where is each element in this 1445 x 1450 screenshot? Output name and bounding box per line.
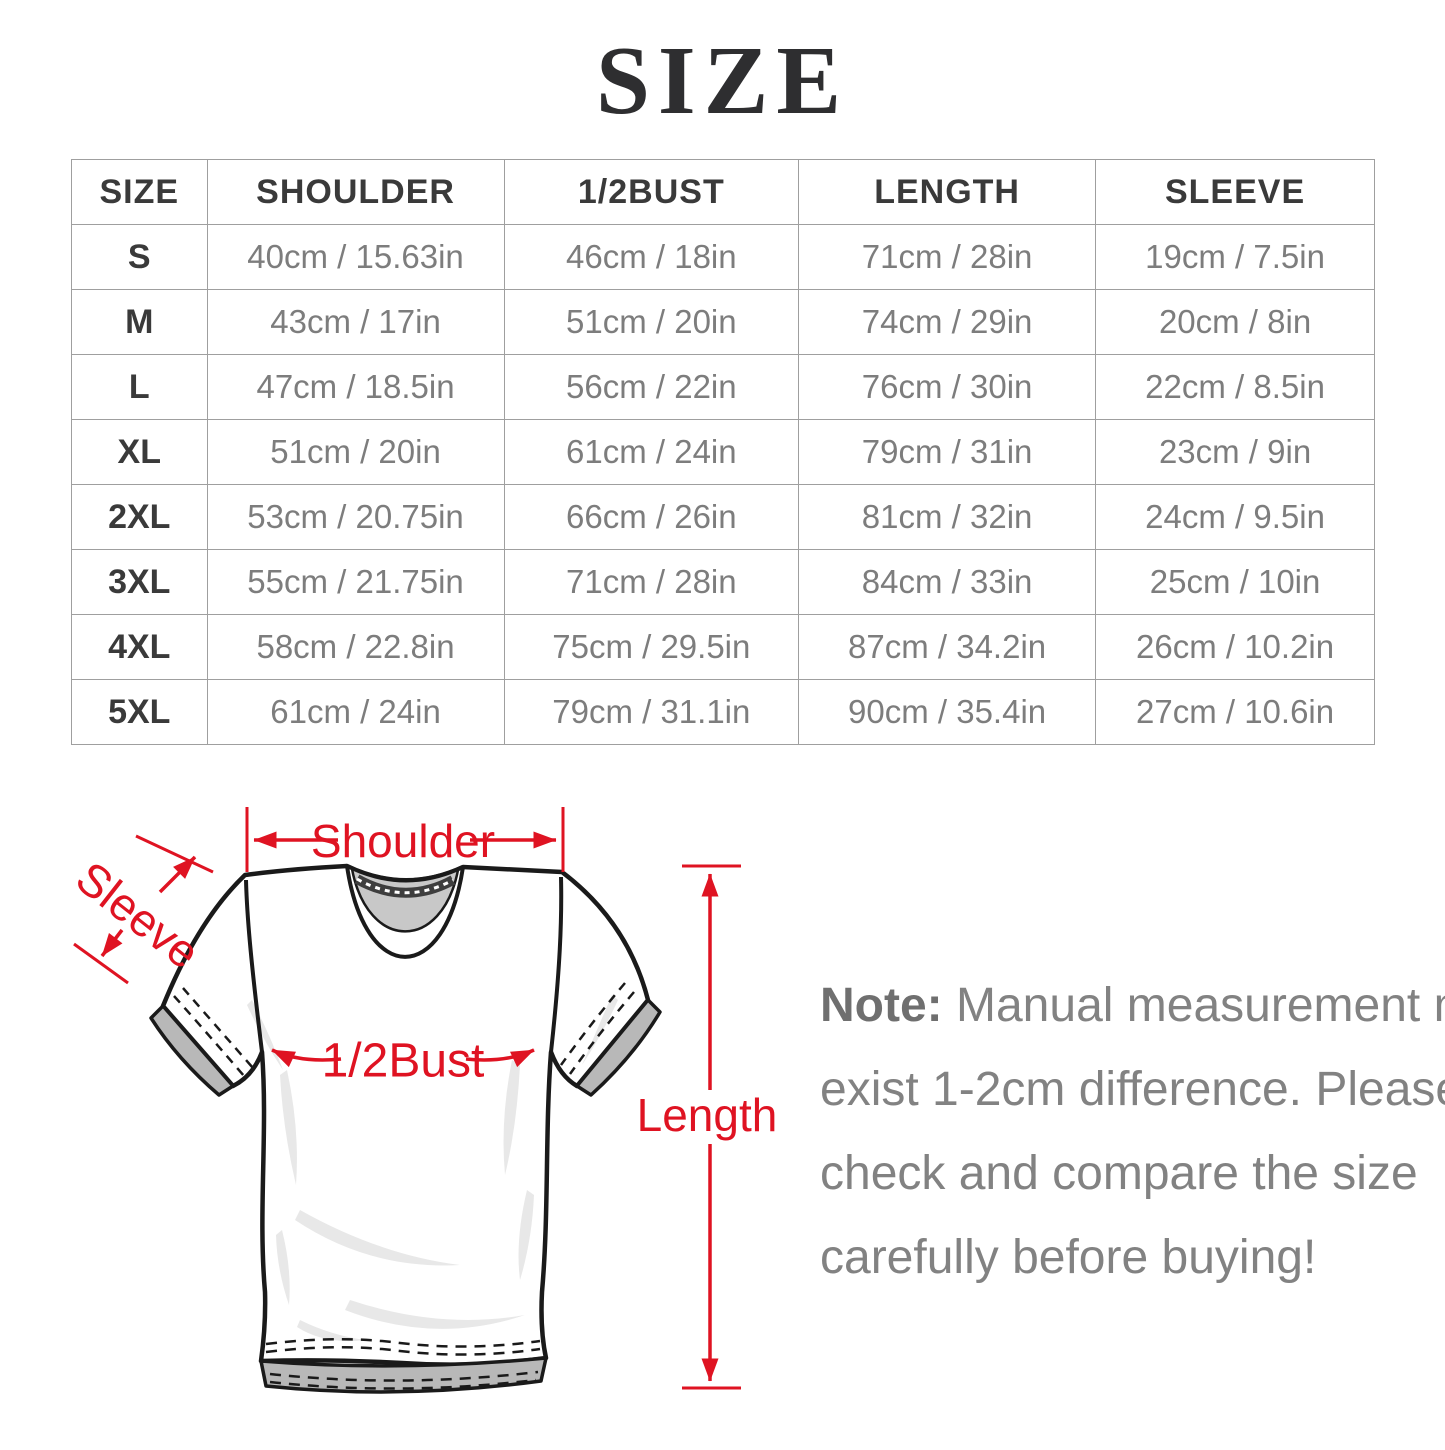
- length-cell: 76cm / 30in: [798, 354, 1097, 420]
- bust-cell: 51cm / 20in: [503, 289, 800, 355]
- sleeve-cell: 20cm / 8in: [1095, 289, 1375, 355]
- shoulder-cell: 51cm / 20in: [206, 419, 505, 485]
- note-label: Note:: [820, 979, 943, 1032]
- note-block: Note: Manual measurement may exist 1-2cm…: [820, 964, 1445, 1300]
- note-line: carefully before buying!: [820, 1231, 1317, 1284]
- tshirt-drawing: [149, 863, 662, 1394]
- length-cell: 74cm / 29in: [798, 289, 1097, 355]
- sleeve-label: Sleeve: [67, 851, 210, 979]
- size-cell: 5XL: [71, 679, 208, 745]
- sleeve-cell: 25cm / 10in: [1095, 549, 1375, 615]
- note-line: Note: Manual measurement may: [820, 964, 1445, 1048]
- shoulder-measure: Shoulder: [245, 807, 565, 872]
- table-row: XL 51cm / 20in 61cm / 24in 79cm / 31in 2…: [71, 419, 1375, 485]
- length-measure: Length: [637, 864, 778, 1390]
- table-row: 4XL 58cm / 22.8in 75cm / 29.5in 87cm / 3…: [71, 614, 1375, 680]
- table-row: 3XL 55cm / 21.75in 71cm / 28in 84cm / 33…: [71, 549, 1375, 615]
- note-text: Manual measurement may: [956, 979, 1445, 1032]
- table-row: L 47cm / 18.5in 56cm / 22in 76cm / 30in …: [71, 354, 1375, 420]
- page-title: SIZE: [595, 27, 850, 134]
- length-cell: 81cm / 32in: [798, 484, 1097, 550]
- bust-cell: 46cm / 18in: [503, 224, 800, 290]
- shoulder-cell: 53cm / 20.75in: [206, 484, 505, 550]
- bust-cell: 79cm / 31.1in: [503, 679, 800, 745]
- column-header-size: SIZE: [71, 159, 208, 225]
- column-header-length: LENGTH: [798, 159, 1097, 225]
- size-cell: 3XL: [71, 549, 208, 615]
- sleeve-cell: 23cm / 9in: [1095, 419, 1375, 485]
- shoulder-label: Shoulder: [311, 815, 495, 867]
- sleeve-cell: 26cm / 10.2in: [1095, 614, 1375, 680]
- size-cell: 4XL: [71, 614, 208, 680]
- length-cell: 71cm / 28in: [798, 224, 1097, 290]
- sleeve-cell: 19cm / 7.5in: [1095, 224, 1375, 290]
- sleeve-cell: 24cm / 9.5in: [1095, 484, 1375, 550]
- size-cell: M: [71, 289, 208, 355]
- size-cell: S: [71, 224, 208, 290]
- shoulder-cell: 61cm / 24in: [206, 679, 505, 745]
- tshirt-measurement-diagram: Shoulder Sleeve 1/2Bust Length: [0, 760, 1445, 1445]
- table-header-row: SIZE SHOULDER 1/2BUST LENGTH SLEEVE: [71, 159, 1375, 225]
- bust-cell: 66cm / 26in: [503, 484, 800, 550]
- length-cell: 79cm / 31in: [798, 419, 1097, 485]
- column-header-shoulder: SHOULDER: [206, 159, 505, 225]
- size-cell: L: [71, 354, 208, 420]
- bust-cell: 75cm / 29.5in: [503, 614, 800, 680]
- table-row: 2XL 53cm / 20.75in 66cm / 26in 81cm / 32…: [71, 484, 1375, 550]
- size-cell: 2XL: [71, 484, 208, 550]
- shoulder-cell: 55cm / 21.75in: [206, 549, 505, 615]
- note-line: check and compare the size: [820, 1147, 1418, 1200]
- shoulder-cell: 58cm / 22.8in: [206, 614, 505, 680]
- length-cell: 84cm / 33in: [798, 549, 1097, 615]
- size-cell: XL: [71, 419, 208, 485]
- shoulder-cell: 40cm / 15.63in: [206, 224, 505, 290]
- table-row: 5XL 61cm / 24in 79cm / 31.1in 90cm / 35.…: [71, 679, 1375, 745]
- length-cell: 87cm / 34.2in: [798, 614, 1097, 680]
- sleeve-cell: 27cm / 10.6in: [1095, 679, 1375, 745]
- shoulder-cell: 47cm / 18.5in: [206, 354, 505, 420]
- shoulder-cell: 43cm / 17in: [206, 289, 505, 355]
- column-header-bust: 1/2BUST: [503, 159, 800, 225]
- column-header-sleeve: SLEEVE: [1095, 159, 1375, 225]
- sleeve-measure: Sleeve: [67, 834, 214, 985]
- bust-cell: 56cm / 22in: [503, 354, 800, 420]
- bust-cell: 71cm / 28in: [503, 549, 800, 615]
- bust-cell: 61cm / 24in: [503, 419, 800, 485]
- length-label: Length: [637, 1089, 778, 1141]
- table-row: S 40cm / 15.63in 46cm / 18in 71cm / 28in…: [71, 224, 1375, 290]
- bust-label: 1/2Bust: [322, 1035, 485, 1088]
- bust-measure: 1/2Bust: [271, 1035, 535, 1088]
- size-table: SIZE SHOULDER 1/2BUST LENGTH SLEEVE S 40…: [71, 159, 1375, 745]
- sleeve-cell: 22cm / 8.5in: [1095, 354, 1375, 420]
- table-row: M 43cm / 17in 51cm / 20in 74cm / 29in 20…: [71, 289, 1375, 355]
- length-cell: 90cm / 35.4in: [798, 679, 1097, 745]
- note-line: exist 1-2cm difference. Please: [820, 1063, 1445, 1116]
